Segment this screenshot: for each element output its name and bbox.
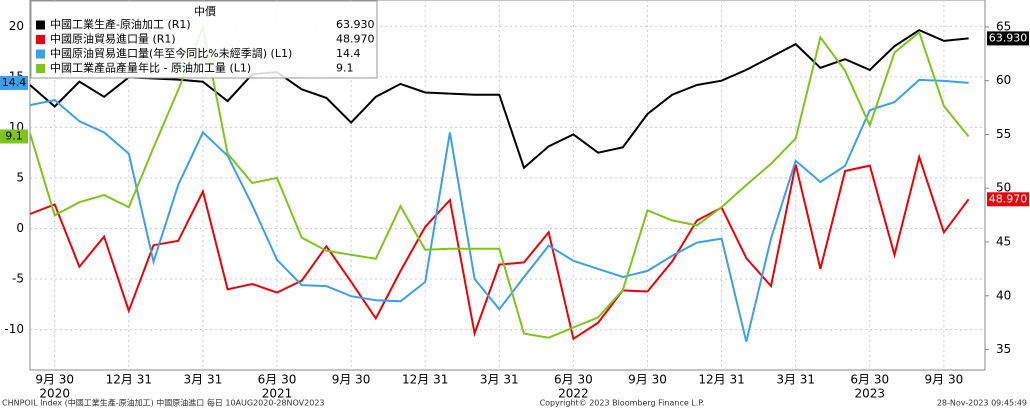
x-tick-label: 6月 30 bbox=[258, 373, 297, 387]
x-tick-label: 12月 31 bbox=[106, 373, 152, 387]
x-tick-label: 12月 31 bbox=[402, 373, 448, 387]
footer-right: 28-Nov-2023 09:45:49 bbox=[937, 399, 1027, 408]
legend-value: 9.1 bbox=[336, 62, 354, 75]
x-tick-label: 3月 31 bbox=[776, 373, 815, 387]
y2-tick-label: 45 bbox=[996, 235, 1011, 249]
year-label: 2020 bbox=[39, 387, 70, 401]
last-value-label: 63.930 bbox=[989, 31, 1028, 44]
footer-left: CHNPOIL Index (中國工業生產-原油加工) 中國原油進口 每日 10… bbox=[2, 398, 325, 408]
last-value-flag bbox=[987, 31, 1029, 46]
y2-tick-label: 55 bbox=[996, 127, 1011, 141]
year-label: 2021 bbox=[262, 387, 293, 401]
legend-swatch bbox=[36, 35, 45, 44]
year-label: 2023 bbox=[855, 387, 886, 401]
series-line bbox=[29, 153, 970, 341]
x-tick-label: 9月 30 bbox=[925, 373, 964, 387]
series-line bbox=[29, 28, 969, 170]
series-line bbox=[29, 78, 969, 342]
x-tick-label: 9月 30 bbox=[332, 373, 371, 387]
legend-label: 中國原油貿易進口量(年至今同比%未經季調) (L1) bbox=[50, 46, 292, 60]
x-tick-label: 9月 30 bbox=[628, 373, 667, 387]
legend: 中價 中國工業生產-原油加工 (R1) 63.930 中國原油貿易進口量 (R1) 4… bbox=[30, 0, 378, 79]
legend-value: 14.4 bbox=[336, 47, 361, 60]
legend-box bbox=[30, 0, 378, 79]
last-value-flag bbox=[0, 75, 28, 90]
legend-swatch bbox=[36, 49, 45, 59]
legend-title: 中價 bbox=[194, 4, 216, 18]
y-tick-label: -5 bbox=[12, 272, 24, 286]
year-label: 2022 bbox=[558, 387, 589, 401]
footer-center: Copyright© 2023 Bloomberg Finance L.P. bbox=[540, 399, 705, 408]
legend-label: 中國工業產品產量年比 - 原油加工量 (L1) bbox=[50, 61, 251, 75]
last-value-label: 14.4 bbox=[2, 76, 27, 89]
y2-tick-label: 65 bbox=[996, 19, 1011, 33]
y2-tick-label: 50 bbox=[996, 181, 1011, 195]
x-tick-label: 3月 31 bbox=[480, 373, 519, 387]
last-value-label: 9.1 bbox=[5, 129, 23, 142]
y2-tick-label: 40 bbox=[996, 288, 1011, 302]
y-tick-label: 5 bbox=[16, 170, 24, 184]
x-tick-label: 6月 30 bbox=[850, 373, 889, 387]
legend-value: 63.930 bbox=[336, 18, 375, 31]
y-tick-label: -10 bbox=[4, 322, 24, 336]
y-tick-label: 20 bbox=[9, 19, 24, 33]
x-tick-label: 3月 31 bbox=[184, 373, 223, 387]
x-tick-label: 6月 30 bbox=[554, 373, 593, 387]
last-value-label: 48.970 bbox=[989, 192, 1028, 205]
legend-value: 48.970 bbox=[336, 33, 375, 46]
legend-swatch bbox=[36, 20, 45, 30]
legend-swatch bbox=[36, 64, 45, 73]
y2-tick-label: 60 bbox=[996, 73, 1011, 87]
last-value-flag bbox=[987, 192, 1029, 207]
x-tick-label: 9月 30 bbox=[35, 373, 74, 387]
last-value-flag bbox=[0, 129, 28, 144]
x-tick-label: 12月 31 bbox=[698, 373, 744, 387]
y-tick-label: 0 bbox=[16, 221, 24, 235]
legend-label: 中國原油貿易進口量 (R1) bbox=[50, 32, 176, 46]
y2-tick-label: 35 bbox=[996, 342, 1011, 356]
legend-label: 中國工業生產-原油加工 (R1) bbox=[50, 17, 191, 31]
